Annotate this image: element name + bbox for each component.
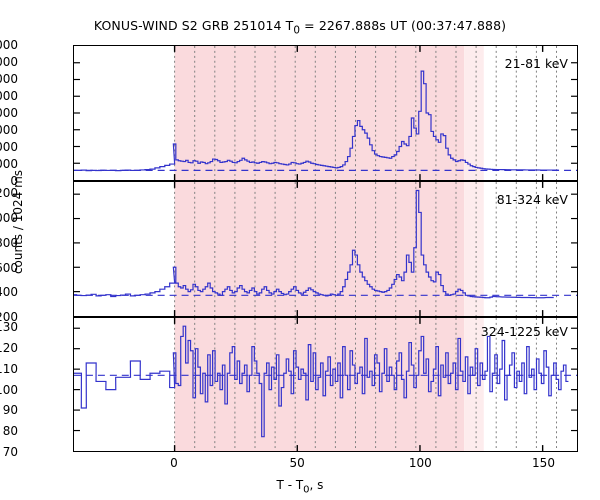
y-tick-label: 16000 <box>0 38 18 52</box>
y-tick-label: 100 <box>0 382 18 397</box>
y-tick-label: 6000 <box>0 123 18 137</box>
y-tick-label: 10000 <box>0 89 18 103</box>
band-label-21-81: 21-81 keV <box>504 56 568 71</box>
y-tick-label: 90 <box>2 403 18 418</box>
band-label-81-324: 81-324 keV <box>496 192 568 207</box>
y-tick-label: 110 <box>0 361 18 376</box>
y-tick-label: 1200 <box>0 186 18 201</box>
y-tick-label: 70 <box>2 445 18 459</box>
y-tick-label: 200 <box>0 310 18 324</box>
lightcurve-step-path <box>74 70 559 172</box>
y-tick-label: 8000 <box>0 106 18 120</box>
y-tick-label: 130 <box>0 320 18 335</box>
shaded-region-0 <box>174 46 465 180</box>
x-tick-label: 50 <box>289 456 305 470</box>
band-label-324-1225: 324-1225 keV <box>480 324 568 339</box>
y-tick-label: 600 <box>0 260 18 275</box>
panel-21-81-plot <box>74 46 577 180</box>
lightcurve-step-path <box>74 325 569 438</box>
y-tick-label: 400 <box>0 285 18 300</box>
x-tick-label: 100 <box>408 456 432 470</box>
y-tick-label: 120 <box>0 341 18 356</box>
y-tick-label: 1000 <box>0 211 18 226</box>
y-tick-label: 2000 <box>0 157 18 171</box>
x-tick-label: 150 <box>532 456 555 470</box>
panel-81-324-kev: 81-324 keV <box>73 181 578 317</box>
panel-21-81-kev: 21-81 keV <box>73 45 578 181</box>
panel-81-324-plot <box>74 182 577 316</box>
x-axis-label: T - T0, s <box>276 478 324 496</box>
x-tick-label: 0 <box>170 456 178 470</box>
y-tick-label: 800 <box>0 235 18 250</box>
shaded-region-1 <box>464 46 484 180</box>
shaded-region-1 <box>464 318 484 451</box>
y-tick-label: 14000 <box>0 55 18 69</box>
panel-324-1225-kev: 324-1225 keV <box>73 317 578 452</box>
chart-title: KONUS-WIND S2 GRB 251014 T0 = 2267.888s … <box>93 18 507 37</box>
lightcurve-step-path <box>74 189 554 299</box>
y-tick-label: 0 <box>10 174 18 188</box>
y-tick-label: 4000 <box>0 140 18 154</box>
panel-324-1225-plot <box>74 318 577 451</box>
shaded-region-1 <box>464 182 484 316</box>
y-tick-label: 12000 <box>0 72 18 86</box>
y-tick-label: 80 <box>2 424 18 439</box>
